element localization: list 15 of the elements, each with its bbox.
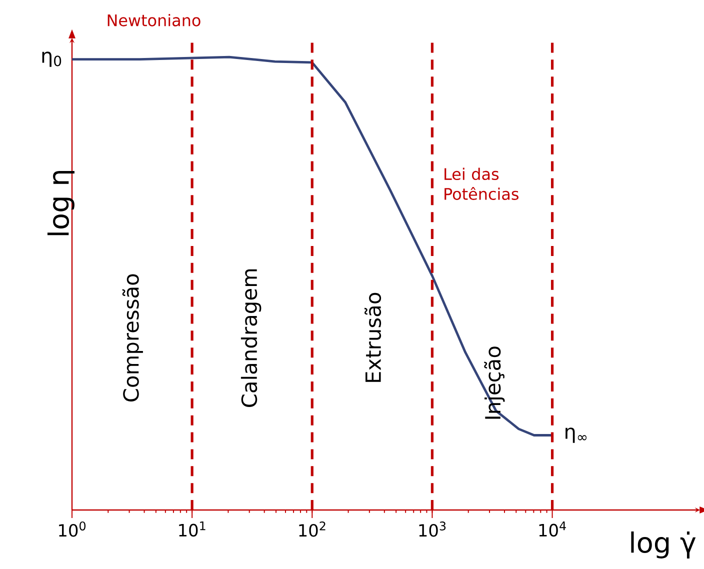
x-tick-label: 10$^{1}$ <box>179 521 206 537</box>
x-tick-label: 10$^{0}$ <box>59 521 86 537</box>
annotation: Injeção <box>484 346 505 419</box>
annotation: Lei das Potências <box>444 168 518 200</box>
annotation: η$_{0}$ <box>42 52 62 67</box>
x-axis-title: log γ̇ <box>631 531 696 558</box>
text: Newtoniano <box>108 14 200 26</box>
annotation: Extrusão <box>364 292 382 382</box>
annotation: η$_{∞}$ <box>566 428 587 443</box>
y-axis-title: log η <box>47 171 74 236</box>
annotation: Compressão <box>122 274 143 402</box>
x-tick-label: 10$^{3}$ <box>419 521 446 537</box>
x-tick-label: 10$^{4}$ <box>539 521 566 537</box>
annotation: Calandragem <box>240 269 262 407</box>
x-tick-label: 10$^{2}$ <box>299 521 326 537</box>
